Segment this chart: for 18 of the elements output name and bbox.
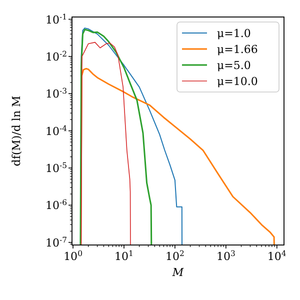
legend-label: μ=10.0 xyxy=(217,75,258,88)
y-tick-label: 10$^{-5}$ xyxy=(46,160,68,176)
y-tick-label: 10$^{-2}$ xyxy=(46,48,68,64)
x-tick-label: 10$^{0}$ xyxy=(64,248,83,263)
y-tick-label: 10$^{-1}$ xyxy=(46,12,67,26)
x-axis-title: M xyxy=(171,266,184,279)
y-tick-label: 10$^{-3}$ xyxy=(46,86,68,101)
legend-label: μ=5.0 xyxy=(217,59,251,72)
y-tick-label: 10$^{-4}$ xyxy=(46,123,68,138)
x-tick-label: 10$^{4}$ xyxy=(267,248,286,263)
y-tick-label: 10$^{-6}$ xyxy=(46,198,68,212)
legend-label: μ=1.0 xyxy=(217,27,251,40)
x-tick-label: 10$^{2}$ xyxy=(165,248,184,263)
x-tick-label: 10$^{3}$ xyxy=(216,248,236,263)
y-tick-label: 10$^{-7}$ xyxy=(46,234,68,250)
legend-label: μ=1.66 xyxy=(217,43,258,56)
x-tick-label: 10$^{1}$ xyxy=(114,248,134,263)
y-axis-title: df(M)/d ln M xyxy=(10,96,23,166)
